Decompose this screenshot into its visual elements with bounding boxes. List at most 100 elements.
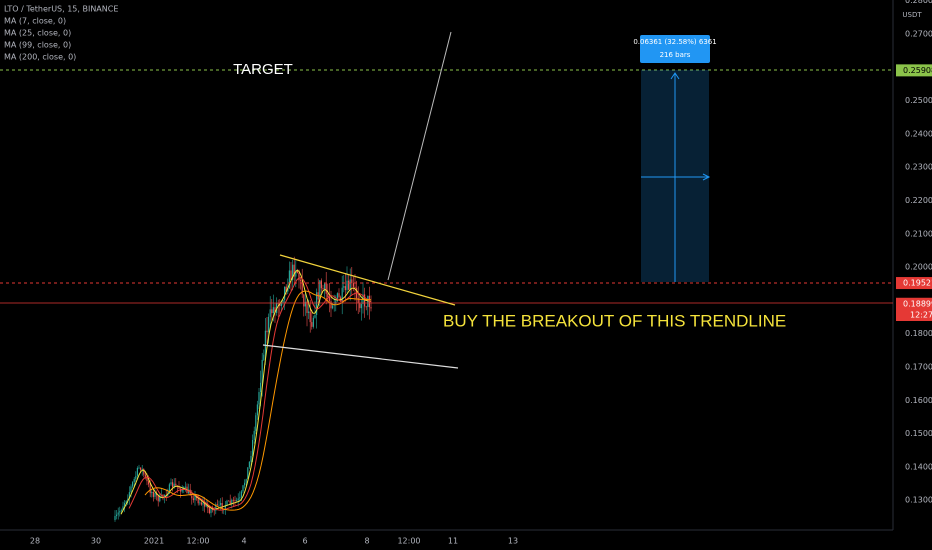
candle-body (192, 498, 194, 501)
candle-body (135, 475, 137, 479)
candle-body (146, 476, 148, 482)
candle-body (336, 293, 338, 301)
currency-box (896, 9, 930, 19)
candle-body (143, 469, 145, 475)
candle-body (268, 316, 270, 333)
projection-line (387, 31, 452, 281)
candle-body (367, 295, 369, 307)
price-marker-label: 0.18899 (903, 299, 932, 308)
time-axis: 28 30 2021 12:00 4 6 8 12:00 11 13 (30, 537, 518, 546)
candle-body (296, 270, 298, 273)
candle-body (352, 283, 354, 287)
candle-body (189, 489, 191, 496)
upper-trendline (279, 254, 456, 306)
ma-line (120, 269, 372, 515)
candle-body (221, 503, 223, 510)
indicators: MA (7, close, 0) MA (25, close, 0) MA (99,… (4, 17, 76, 62)
candle-body (157, 495, 159, 502)
countdown: 12:27 (910, 311, 932, 320)
candle-body (204, 502, 206, 507)
symbol: LTO / TetherUS, 15, BINANCE (4, 5, 118, 14)
candle-body (178, 486, 180, 489)
moving-averages (120, 269, 372, 515)
candle-body (264, 330, 266, 355)
candle-body (346, 280, 348, 291)
lower-trendline (262, 344, 459, 369)
candle-body (252, 439, 254, 456)
candle-body (132, 482, 134, 487)
candle-body (127, 498, 129, 501)
candle-body (181, 489, 183, 492)
candle-body (348, 280, 350, 290)
candle-body (266, 330, 268, 333)
candle-body (213, 509, 215, 511)
arrow-up (670, 72, 680, 80)
candle-body (224, 505, 226, 510)
time-label: 12:00 (186, 537, 209, 546)
candle-body (144, 474, 146, 477)
candle-body (370, 307, 372, 309)
candle-body (152, 491, 154, 497)
indicator: MA (7, close, 0) (4, 17, 66, 26)
candle-body (236, 500, 238, 502)
candle-body (170, 482, 172, 485)
candle-body (237, 498, 239, 501)
candle-body (277, 303, 279, 304)
candle-body (349, 279, 351, 290)
candle-body (197, 498, 199, 504)
candle-body (325, 283, 327, 294)
candle-body (351, 279, 353, 284)
candle-body (136, 467, 138, 476)
candle-body (253, 430, 255, 440)
candle-body (205, 504, 207, 507)
candle-body (244, 482, 246, 486)
candle-body (130, 486, 132, 493)
candle-body (341, 287, 343, 302)
candle-body (125, 500, 127, 504)
candle-body (327, 293, 329, 297)
indicator: MA (200, close, 0) (4, 53, 76, 62)
candle-body (309, 311, 311, 323)
measure-text: 0.06361 (32.58%) 6361 (633, 38, 716, 46)
breakout-text: BUY THE BREAKOUT OF THIS TRENDLINE (443, 311, 786, 330)
price-label: 0.13000 (905, 496, 932, 505)
candle-body (292, 264, 294, 280)
candle-body (272, 307, 274, 314)
candle-body (284, 286, 286, 301)
target-text: TARGET (233, 61, 293, 78)
candle-body (116, 514, 118, 517)
candle-body (335, 300, 337, 305)
candle-body (194, 495, 196, 501)
price-marker-label: 0.25908 (903, 66, 932, 75)
candle-body (320, 280, 322, 289)
candle-body (210, 509, 212, 514)
candle-body (359, 303, 361, 309)
price-marker-label: 0.19521 (903, 279, 932, 288)
candle-body (175, 483, 177, 486)
price-marker (896, 64, 932, 77)
time-label: 6 (302, 537, 307, 546)
arrow-right (702, 173, 711, 181)
candle-body (200, 502, 202, 505)
candle-body (216, 504, 218, 506)
candle-body (234, 500, 236, 502)
candle-body (312, 317, 314, 327)
candle-body (168, 484, 170, 494)
candle-body (228, 500, 230, 502)
candle-body (184, 486, 186, 488)
candle-body (220, 503, 222, 505)
candle-body (122, 506, 124, 511)
candle-body (360, 304, 362, 309)
candle-body (260, 382, 262, 393)
candle-body (328, 296, 330, 302)
candle-body (285, 286, 287, 292)
